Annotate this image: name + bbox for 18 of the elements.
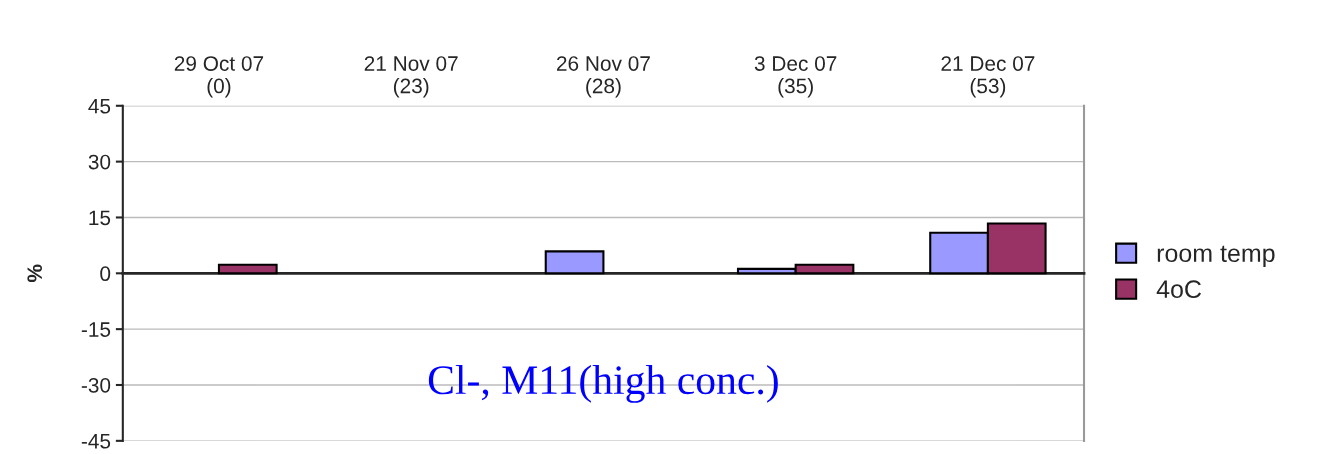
x-tick-label: 26 Nov 07 (28) — [556, 56, 650, 98]
y-tick-label: -45 — [81, 434, 111, 449]
bar — [217, 263, 278, 275]
x-tick-label: 29 Oct 07 (0) — [174, 56, 264, 98]
x-tick-label: 21 Nov 07 (23) — [364, 56, 458, 98]
x-tick-label: 21 Dec 07 (53) — [941, 56, 1035, 98]
annotation: Cl-, M11(high conc.) — [428, 364, 778, 403]
y-axis-title: % — [27, 264, 43, 283]
y-tick-label: 30 — [88, 154, 111, 170]
y-tick-label: -15 — [81, 322, 111, 337]
x-tick-label: 3 Dec 07 (35) — [754, 56, 837, 98]
legend-label: room temp — [1157, 245, 1275, 268]
y-tick-label: 0 — [100, 266, 111, 282]
legend-label: 4oC — [1156, 280, 1202, 299]
bar — [544, 250, 605, 275]
y-tick-label: -30 — [81, 377, 111, 393]
y-tick-label: 45 — [88, 99, 111, 114]
y-tick-label: 15 — [89, 210, 111, 226]
